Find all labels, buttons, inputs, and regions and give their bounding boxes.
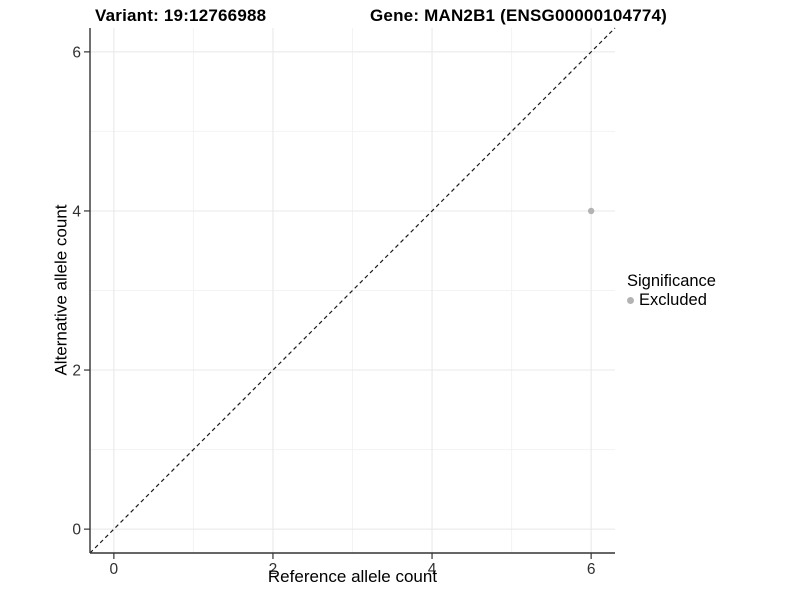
y-tick-label: 4: [72, 203, 81, 220]
y-tick-label: 6: [72, 44, 81, 61]
plot-title-gene: Gene: MAN2B1 (ENSG00000104774): [370, 6, 668, 25]
x-tick-label: 2: [269, 561, 278, 578]
legend-title: Significance: [627, 272, 716, 290]
y-tick-label: 2: [72, 362, 81, 379]
legend: Significance Excluded: [627, 272, 716, 310]
legend-item-label: Excluded: [639, 291, 707, 309]
legend-key-dot: [627, 297, 634, 304]
y-axis-title: Alternative allele count: [51, 204, 71, 376]
legend-item: Excluded: [627, 291, 716, 310]
x-tick-label: 0: [110, 561, 119, 578]
y-tick-label: 0: [72, 522, 81, 539]
x-axis-title: Reference allele count: [267, 567, 438, 586]
legend-items: Excluded: [627, 291, 716, 310]
data-point: [587, 207, 595, 215]
identity-dashed-line: [89, 27, 616, 554]
x-tick-label: 6: [587, 561, 596, 578]
plot-title-variant: Variant: 19:12766988: [95, 6, 267, 25]
x-tick-label: 4: [428, 561, 437, 578]
